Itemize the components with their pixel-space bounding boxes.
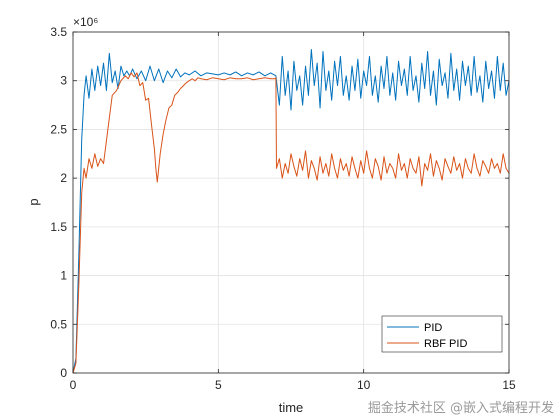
x-tick-label: 10 [357,378,371,392]
y-tick-label: 3 [60,74,67,88]
watermark-text: 掘金技术社区 @嵌入式编程开发 [367,401,554,416]
axes-box [72,31,510,374]
y-exponent-label: ×10⁶ [73,15,98,29]
plot-area [72,49,510,374]
series-line-rbf-pid [72,72,510,374]
axis-ticks: 0 5 10 15 0 0.5 1 1.5 2 2.5 3 3.5 [50,25,516,392]
y-axis-label: p [26,198,41,205]
x-tick-label: 15 [502,378,516,392]
legend: PID RBF PID [381,315,503,353]
y-tick-label: 2 [60,171,67,185]
y-tick-label: 0 [60,366,67,380]
y-tick-label: 1 [60,269,67,283]
y-tick-label: 2.5 [50,122,67,136]
legend-box [381,315,503,353]
legend-label-rbf-pid: RBF PID [424,338,467,350]
x-axis-label: time [279,400,304,415]
x-tick-label: 5 [215,378,222,392]
y-tick-label: 3.5 [50,25,67,39]
y-tick-label: 1.5 [50,220,67,234]
x-tick-label: 0 [70,378,77,392]
legend-label-pid: PID [424,322,442,334]
y-tick-label: 0.5 [50,317,67,331]
